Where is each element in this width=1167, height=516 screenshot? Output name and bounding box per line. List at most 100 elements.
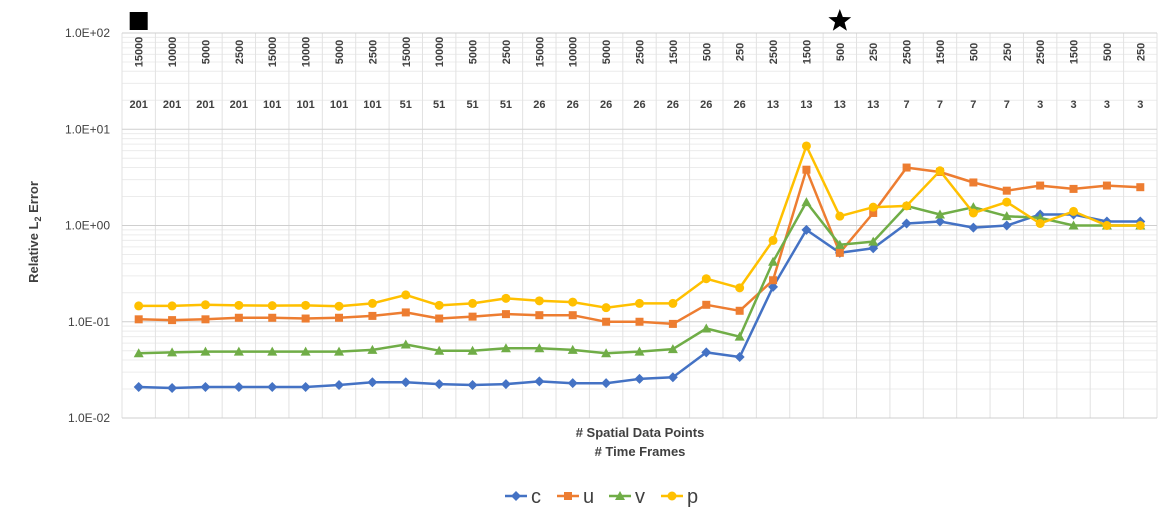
time-frames-label: 13 — [834, 99, 846, 111]
time-frames-label: 51 — [466, 99, 478, 111]
point-p — [701, 274, 711, 284]
point-c — [868, 243, 879, 254]
spatial-points-label: 250 — [868, 43, 880, 61]
point-v — [300, 346, 311, 356]
point-u — [769, 276, 778, 285]
point-u — [568, 311, 577, 320]
point-p — [1002, 197, 1012, 207]
point-c — [200, 381, 211, 392]
time-frames-label: 101 — [363, 99, 381, 111]
point-u — [468, 312, 477, 321]
grid — [121, 32, 1158, 419]
point-v — [667, 344, 678, 354]
spatial-points-label: 2500 — [1035, 40, 1047, 64]
point-u — [602, 317, 611, 326]
legend-marker — [564, 492, 572, 500]
point-c — [1001, 220, 1012, 231]
point-p — [167, 301, 177, 311]
spatial-points-label: 15000 — [534, 37, 546, 68]
point-c — [667, 372, 678, 383]
point-v — [701, 323, 712, 333]
point-u — [535, 311, 544, 320]
point-v — [734, 331, 745, 341]
point-c — [300, 381, 311, 392]
spatial-points-label: 2500 — [234, 40, 246, 64]
point-c — [400, 377, 411, 388]
point-p — [868, 202, 878, 212]
point-v — [768, 256, 779, 266]
time-frames-label: 26 — [533, 99, 545, 111]
point-v — [400, 339, 411, 349]
spatial-points-label: 1500 — [801, 40, 813, 64]
point-v — [934, 209, 945, 219]
point-c — [267, 381, 278, 392]
point-v — [868, 236, 879, 246]
point-u — [702, 300, 711, 309]
point-u — [335, 313, 344, 322]
time-frames-label: 101 — [296, 99, 314, 111]
series-v — [133, 197, 1146, 358]
time-frames-label: 26 — [633, 99, 645, 111]
time-frames-label: 3 — [1037, 99, 1043, 111]
point-p — [902, 201, 912, 211]
point-v — [467, 345, 478, 355]
point-c — [334, 380, 345, 391]
spatial-points-label: 500 — [1102, 43, 1114, 61]
spatial-points-label: 10000 — [167, 37, 179, 68]
axes: 1.0E-02 1.0E-01 1.0E+00 1.0E+01 1.0E+02 — [65, 26, 110, 425]
time-frames-label: 3 — [1104, 99, 1110, 111]
point-v — [233, 346, 244, 356]
point-c — [601, 378, 612, 389]
y-axis-label-tail: Error — [26, 181, 41, 216]
spatial-points-label: 250 — [1135, 43, 1147, 61]
point-v — [133, 348, 144, 358]
point-u — [435, 314, 444, 323]
legend-marker — [667, 491, 677, 501]
point-p — [768, 235, 778, 245]
spatial-points-label: 2500 — [501, 40, 513, 64]
series-p — [134, 141, 1145, 313]
point-u — [401, 308, 410, 317]
point-u — [735, 306, 744, 315]
time-frames-label: 3 — [1137, 99, 1143, 111]
point-p — [635, 298, 644, 308]
x-axis-label-line2: # Time Frames — [595, 444, 686, 459]
time-frames-label: 51 — [500, 99, 512, 111]
point-u — [201, 315, 210, 324]
time-frames-label: 51 — [400, 99, 412, 111]
point-u — [501, 310, 510, 319]
point-p — [301, 300, 311, 310]
point-c — [167, 382, 178, 393]
time-frames-label: 26 — [567, 99, 579, 111]
y-tick-label: 1.0E-01 — [68, 315, 110, 329]
spatial-points-label: 15000 — [267, 37, 279, 68]
series-lines — [133, 141, 1146, 393]
spatial-points-label: 15000 — [134, 37, 146, 68]
spatial-points-label: 2500 — [768, 40, 780, 64]
time-frames-label: 201 — [163, 99, 181, 111]
point-v — [167, 347, 178, 357]
point-u — [835, 248, 844, 257]
time-frames-label: 201 — [130, 99, 148, 111]
point-u — [802, 165, 811, 174]
point-p — [801, 141, 811, 151]
y-tick-label: 1.0E+02 — [65, 26, 110, 40]
point-u — [902, 163, 911, 172]
point-p — [601, 303, 611, 313]
point-c — [801, 224, 812, 235]
point-p — [334, 301, 344, 311]
legend-item-v: v — [609, 486, 645, 508]
spatial-points-label: 10000 — [301, 37, 313, 68]
time-frames-label: 7 — [904, 99, 910, 111]
point-p — [267, 301, 277, 311]
y-tick-label: 1.0E+00 — [65, 219, 110, 233]
point-u — [1102, 181, 1111, 190]
legend-label: v — [635, 486, 645, 508]
point-c — [634, 373, 645, 384]
spatial-points-label: 5000 — [200, 40, 212, 64]
point-v — [1035, 212, 1046, 222]
point-p — [367, 298, 377, 308]
point-c — [567, 378, 578, 389]
legend-item-c: c — [505, 486, 541, 508]
time-frames-label: 26 — [667, 99, 679, 111]
